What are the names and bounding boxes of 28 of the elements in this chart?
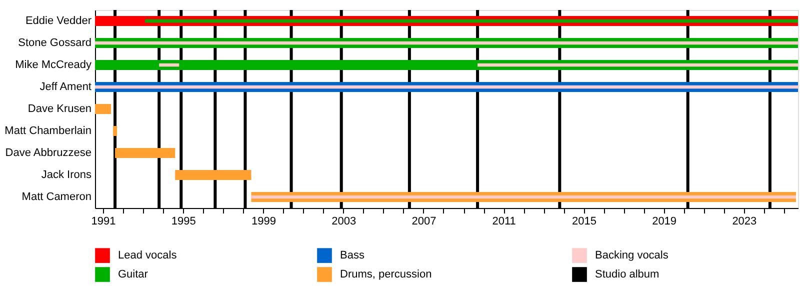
bar [113, 126, 118, 136]
x-tick-label: 2023 [732, 216, 757, 228]
x-tick-label: 2015 [572, 216, 596, 228]
x-tick-label: 1999 [251, 216, 276, 228]
legend-label: Backing vocals [595, 250, 669, 262]
x-tick-label: 2003 [332, 216, 356, 228]
y-tick-label: Matt Cameron [22, 191, 92, 203]
x-tick-label: 2007 [412, 216, 436, 228]
legend-label: Drums, percussion [340, 268, 432, 280]
bar [175, 170, 252, 180]
legend-label: Lead vocals [118, 250, 178, 262]
y-tick-label: Jeff Ament [40, 81, 92, 93]
bar [115, 148, 176, 158]
x-tick-label: 1991 [91, 216, 116, 228]
legend-label: Guitar [118, 268, 148, 280]
legend-label: Studio album [595, 268, 660, 280]
y-tick-label: Stone Gossard [18, 37, 92, 49]
y-tick-label: Eddie Vedder [25, 15, 92, 27]
legend-label: Bass [340, 250, 365, 262]
y-tick-label: Mike McCready [15, 59, 92, 71]
y-tick-label: Jack Irons [41, 169, 92, 181]
y-tick-label: Dave Abbruzzese [5, 147, 92, 159]
y-tick-label: Matt Chamberlain [4, 125, 92, 137]
x-tick-label: 2011 [492, 216, 516, 228]
bar [95, 104, 112, 114]
x-tick-label: 1995 [171, 216, 196, 228]
x-tick-label: 2019 [652, 216, 677, 228]
y-tick-label: Dave Krusen [28, 103, 92, 115]
